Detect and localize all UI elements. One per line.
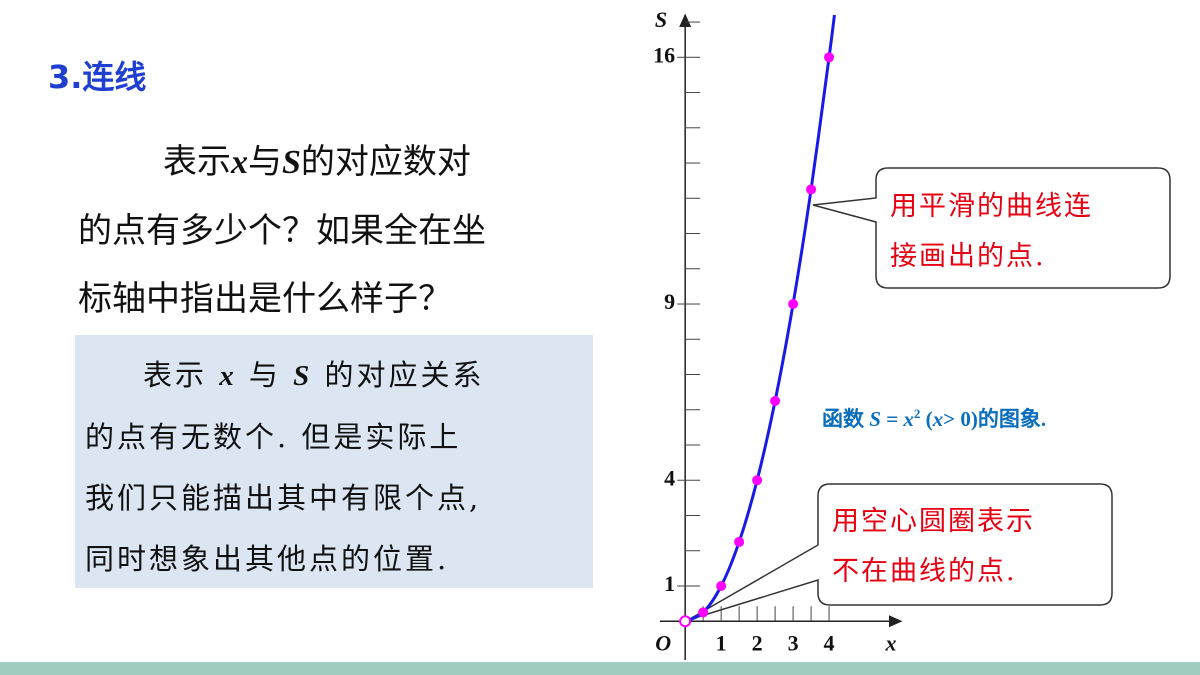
text-line: 不在曲线的点.	[832, 556, 1017, 587]
curve	[684, 14, 836, 623]
text-line: 同时想象出其他点的位置.	[85, 542, 450, 576]
x-tick-label: 2	[752, 630, 763, 655]
open-point	[679, 615, 692, 628]
caption-run: > 0)的图象.	[943, 407, 1047, 431]
point	[716, 580, 727, 591]
callout-box	[687, 483, 1113, 621]
caption-run: 2	[913, 406, 921, 421]
y-tick-label: 4	[664, 465, 675, 490]
point	[734, 536, 745, 547]
text-line: 的点有无数个. 但是实际上	[85, 420, 462, 454]
heading: 3.连线	[48, 58, 147, 96]
y-tick-label: 16	[653, 42, 675, 67]
y-axis-label: S	[655, 7, 667, 32]
text-run: S	[293, 360, 313, 392]
text-line: 的点有多少个？如果全在坐	[78, 211, 486, 251]
text-line: 表示x与S的对应数对	[78, 128, 486, 197]
text-run: 的对应关系	[312, 358, 485, 392]
point	[698, 607, 709, 618]
x-tick-label: 4	[824, 630, 835, 655]
x-tick-label: 3	[788, 630, 799, 655]
text-run: x	[231, 144, 248, 181]
point	[752, 475, 763, 486]
text-run: x	[219, 360, 237, 392]
point	[770, 395, 781, 406]
question: 表示x与S的对应数对的点有多少个？如果全在坐 标轴中指出是什么样子？	[78, 128, 486, 333]
callout-text: 用空心圆圈表示 不在曲线的点.	[832, 497, 1035, 597]
text-run: 表示	[143, 358, 220, 392]
point	[824, 52, 835, 63]
text-line: 我们只能描出其中有限个点,	[85, 481, 482, 515]
callout-text: 用平滑的曲线连 接画出的点.	[890, 182, 1093, 282]
text-line: 用平滑的曲线连	[890, 191, 1093, 222]
caption-run: =	[880, 407, 904, 431]
caption: 函数 S = x2 (x> 0)的图象.	[822, 403, 1046, 433]
answer-box: 表示 x 与 S 的对应关系的点有无数个. 但是实际上 我们只能描出其中有限个点,…	[75, 335, 593, 588]
text-run: 与	[236, 358, 294, 392]
text-line: 用空心圆圈表示	[832, 506, 1035, 537]
origin-label: O	[655, 630, 671, 655]
point	[788, 299, 799, 310]
point	[806, 184, 817, 195]
caption-run: x	[903, 407, 914, 431]
text-run: 的对应数对	[300, 142, 471, 182]
caption-run: S	[869, 407, 881, 431]
callout-box	[812, 167, 1171, 289]
x-axis-label: x	[885, 630, 897, 655]
caption-run: x	[932, 407, 944, 431]
text-run: 与	[248, 142, 282, 182]
text-run: S	[282, 144, 301, 181]
text-line: 表示 x 与 S 的对应关系	[85, 345, 593, 407]
caption-run: 函数	[822, 407, 870, 431]
y-tick-label: 9	[664, 289, 675, 314]
text-line: 接画出的点.	[890, 241, 1046, 272]
text-run: 表示	[163, 142, 231, 182]
y-tick-label: 1	[664, 571, 675, 596]
x-tick-label: 1	[716, 630, 727, 655]
footer-bar	[0, 662, 1200, 675]
text-line: 标轴中指出是什么样子？	[78, 279, 452, 319]
caption-run: (	[920, 407, 933, 431]
